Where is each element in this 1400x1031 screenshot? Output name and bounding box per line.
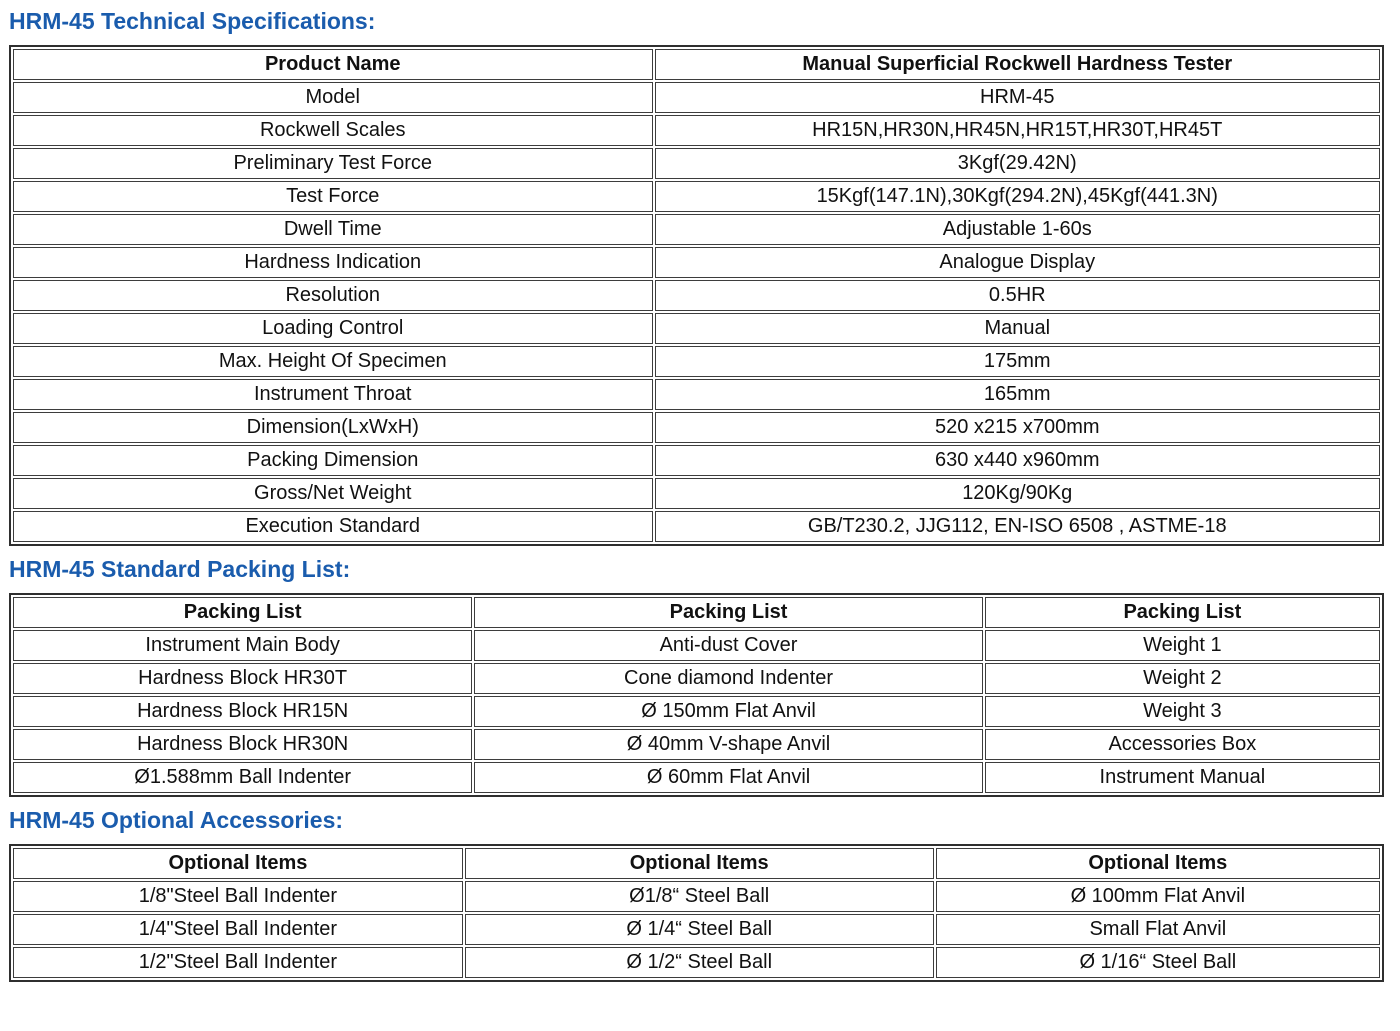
table-cell: Hardness Block HR15N (13, 696, 473, 727)
table-cell: Loading Control (13, 313, 653, 344)
column-header: Packing List (13, 597, 473, 628)
table-row: Resolution 0.5HR (13, 280, 1380, 311)
table-row: Max. Height Of Specimen 175mm (13, 346, 1380, 377)
table-cell: Ø 60mm Flat Anvil (474, 762, 983, 793)
table-cell: GB/T230.2, JJG112, EN-ISO 6508 , ASTME-1… (654, 511, 1380, 542)
table-cell: Anti-dust Cover (474, 630, 983, 661)
table-cell: Analogue Display (654, 247, 1380, 278)
table-cell: Ø 150mm Flat Anvil (474, 696, 983, 727)
table-cell: 165mm (654, 379, 1380, 410)
table-cell: Packing Dimension (13, 445, 653, 476)
table-cell: 0.5HR (654, 280, 1380, 311)
table-cell: Gross/Net Weight (13, 478, 653, 509)
standard-packing-list-table: Packing List Packing List Packing List Ins… (9, 593, 1384, 797)
table-row: Preliminary Test Force 3Kgf(29.42N) (13, 148, 1380, 179)
table-cell: Ø 1/16“ Steel Ball (935, 947, 1380, 978)
table-cell: 120Kg/90Kg (654, 478, 1380, 509)
table-cell: Rockwell Scales (13, 115, 653, 146)
table-cell: 1/2"Steel Ball Indenter (13, 947, 463, 978)
column-header: Manual Superficial Rockwell Hardness Tes… (654, 49, 1380, 80)
table-cell: Model (13, 82, 653, 113)
table-cell: Instrument Main Body (13, 630, 473, 661)
table-cell: Weight 1 (984, 630, 1380, 661)
table-cell: 520 x215 x700mm (654, 412, 1380, 443)
table-row: 1/8"Steel Ball Indenter Ø1/8“ Steel Ball Ø… (13, 881, 1380, 912)
table-cell: Ø 40mm V-shape Anvil (474, 729, 983, 760)
table-row: Hardness Block HR30N Ø 40mm V-shape Anvil… (13, 729, 1380, 760)
table-cell: Cone diamond Indenter (474, 663, 983, 694)
column-header: Product Name (13, 49, 653, 80)
table-row: Loading Control Manual (13, 313, 1380, 344)
table-cell: Test Force (13, 181, 653, 212)
table-cell: HRM-45 (654, 82, 1380, 113)
header-row: Optional Items Optional Items Optional Ite… (13, 848, 1380, 879)
table-cell: HR15N,HR30N,HR45N,HR15T,HR30T,HR45T (654, 115, 1380, 146)
column-header: Optional Items (464, 848, 934, 879)
page: HRM-45 Technical Specifications: Product… (9, 8, 1400, 982)
header-row: Product Name Manual Superficial Rockwell … (13, 49, 1380, 80)
table-cell: Adjustable 1-60s (654, 214, 1380, 245)
header-row: Packing List Packing List Packing List (13, 597, 1380, 628)
table-cell: 1/4"Steel Ball Indenter (13, 914, 463, 945)
table-row: Hardness Block HR30T Cone diamond Indente… (13, 663, 1380, 694)
table-row: 1/4"Steel Ball Indenter Ø 1/4“ Steel Ball… (13, 914, 1380, 945)
table-cell: Instrument Manual (984, 762, 1380, 793)
section-title-technical-specifications: HRM-45 Technical Specifications: (9, 8, 376, 34)
table-cell: Small Flat Anvil (935, 914, 1380, 945)
table-cell: Instrument Throat (13, 379, 653, 410)
table-row: Gross/Net Weight 120Kg/90Kg (13, 478, 1380, 509)
table-row: Dwell Time Adjustable 1-60s (13, 214, 1380, 245)
table-row: Hardness Block HR15N Ø 150mm Flat Anvil We… (13, 696, 1380, 727)
table-cell: Hardness Block HR30T (13, 663, 473, 694)
table-cell: Ø 100mm Flat Anvil (935, 881, 1380, 912)
table-cell: Ø1/8“ Steel Ball (464, 881, 934, 912)
table-cell: Ø1.588mm Ball Indenter (13, 762, 473, 793)
table-cell: 630 x440 x960mm (654, 445, 1380, 476)
table-row: Instrument Main Body Anti-dust Cover Weigh… (13, 630, 1380, 661)
table-cell: Max. Height Of Specimen (13, 346, 653, 377)
table-cell: Ø 1/4“ Steel Ball (464, 914, 934, 945)
table-cell: Preliminary Test Force (13, 148, 653, 179)
table-row: Hardness Indication Analogue Display (13, 247, 1380, 278)
table-row: Packing Dimension 630 x440 x960mm (13, 445, 1380, 476)
table-cell: Weight 2 (984, 663, 1380, 694)
table-cell: 175mm (654, 346, 1380, 377)
table-cell: Ø 1/2“ Steel Ball (464, 947, 934, 978)
column-header: Packing List (984, 597, 1380, 628)
section-technical-specifications: HRM-45 Technical Specifications: Product… (9, 8, 1400, 546)
section-title-standard-packing-list: HRM-45 Standard Packing List: (9, 556, 351, 582)
table-cell: Hardness Block HR30N (13, 729, 473, 760)
table-row: Ø1.588mm Ball Indenter Ø 60mm Flat Anvil I… (13, 762, 1380, 793)
technical-specifications-table: Product Name Manual Superficial Rockwell … (9, 45, 1384, 546)
table-cell: Dimension(LxWxH) (13, 412, 653, 443)
table-cell: Weight 3 (984, 696, 1380, 727)
table-cell: Manual (654, 313, 1380, 344)
table-row: Test Force 15Kgf(147.1N),30Kgf(294.2N),45… (13, 181, 1380, 212)
table-cell: Accessories Box (984, 729, 1380, 760)
table-row: 1/2"Steel Ball Indenter Ø 1/2“ Steel Ball… (13, 947, 1380, 978)
section-optional-accessories: HRM-45 Optional Accessories: Optional It… (9, 807, 1400, 982)
table-cell: Dwell Time (13, 214, 653, 245)
table-cell: Execution Standard (13, 511, 653, 542)
column-header: Optional Items (13, 848, 463, 879)
table-cell: 1/8"Steel Ball Indenter (13, 881, 463, 912)
optional-accessories-table: Optional Items Optional Items Optional Ite… (9, 844, 1384, 982)
table-row: Dimension(LxWxH) 520 x215 x700mm (13, 412, 1380, 443)
table-row: Model HRM-45 (13, 82, 1380, 113)
table-cell: 3Kgf(29.42N) (654, 148, 1380, 179)
table-row: Instrument Throat 165mm (13, 379, 1380, 410)
section-title-optional-accessories: HRM-45 Optional Accessories: (9, 807, 344, 833)
table-cell: Hardness Indication (13, 247, 653, 278)
column-header: Optional Items (935, 848, 1380, 879)
section-standard-packing-list: HRM-45 Standard Packing List: Packing Li… (9, 556, 1400, 797)
table-cell: Resolution (13, 280, 653, 311)
table-row: Execution Standard GB/T230.2, JJG112, EN-… (13, 511, 1380, 542)
column-header: Packing List (474, 597, 983, 628)
table-row: Rockwell Scales HR15N,HR30N,HR45N,HR15T,H… (13, 115, 1380, 146)
table-cell: 15Kgf(147.1N),30Kgf(294.2N),45Kgf(441.3N… (654, 181, 1380, 212)
